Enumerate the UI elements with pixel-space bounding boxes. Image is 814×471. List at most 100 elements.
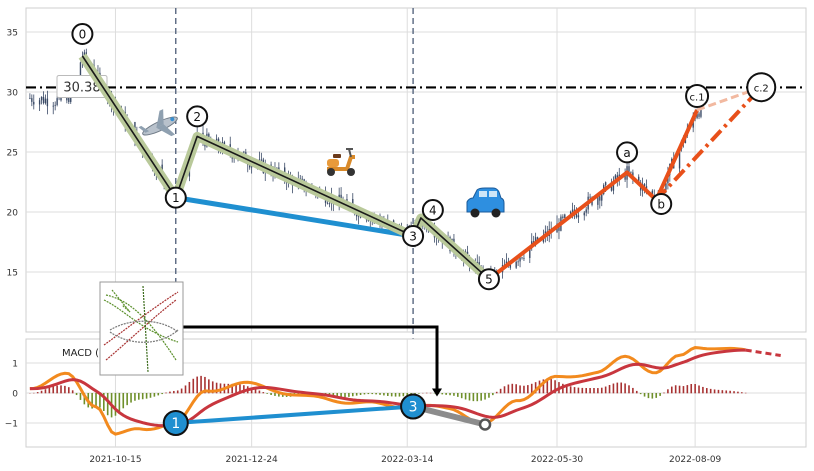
- macd-histogram-bar: [713, 389, 716, 394]
- macd-histogram-bar: [130, 393, 132, 403]
- macd-histogram-bar: [519, 385, 521, 394]
- macd-histogram-bar: [635, 390, 638, 394]
- candle-body: [509, 264, 512, 268]
- macd-histogram-bar: [674, 385, 677, 394]
- macd-histogram-bar: [702, 386, 704, 394]
- macd-histogram-bar: [480, 393, 482, 401]
- wave-point-marker: [685, 84, 710, 108]
- candle-body: [44, 98, 47, 104]
- macd-histogram-bar: [515, 384, 517, 394]
- wave-point-label: 2: [193, 110, 201, 124]
- macd-histogram-bar: [40, 390, 43, 394]
- macd-histogram-bar: [542, 379, 545, 394]
- thumbnail-chart-icon: [99, 281, 184, 376]
- macd-histogram-bar: [647, 393, 650, 399]
- macd-histogram-bar: [344, 393, 346, 398]
- candle-body: [529, 247, 531, 258]
- candle-body: [583, 212, 585, 216]
- macd-histogram-bar: [492, 393, 494, 396]
- candle-body: [630, 171, 632, 173]
- projection-line: [654, 85, 763, 202]
- macd-histogram-bar: [375, 393, 377, 395]
- candle-body: [352, 199, 354, 206]
- macd-histogram-bar: [523, 385, 525, 394]
- macd-histogram-bar: [573, 387, 576, 394]
- candle-body: [243, 151, 245, 153]
- macd-histogram-bar: [390, 393, 393, 397]
- macd-y-tick-label: −1: [5, 420, 18, 430]
- macd-histogram-bar: [83, 393, 86, 405]
- macd-histogram-bar: [383, 393, 385, 396]
- candle-body: [643, 184, 646, 187]
- macd-histogram-bar: [266, 393, 268, 394]
- x-tick-label: 2021-12-24: [225, 455, 278, 465]
- connector-arrowhead: [432, 388, 442, 397]
- macd-histogram-bar: [340, 393, 342, 398]
- macd-histogram-bar: [741, 392, 743, 394]
- macd-histogram-bar: [348, 393, 350, 397]
- wave-point-marker: [616, 141, 639, 164]
- candle-body: [577, 215, 580, 218]
- macd-overlays: 13: [162, 393, 492, 436]
- macd-histogram-bar: [562, 383, 564, 394]
- wave-point-label: 1: [172, 191, 180, 205]
- x-tick-label: 2022-03-14: [381, 455, 434, 465]
- macd-histogram-bar: [165, 392, 167, 394]
- macd-histogram-bar: [274, 393, 276, 396]
- macd-histogram-bar: [488, 393, 490, 398]
- macd-histogram-bar: [511, 383, 514, 394]
- macd-histogram-bar: [235, 384, 237, 394]
- macd-histogram-bar: [717, 389, 720, 394]
- macd-histogram-bar: [371, 393, 374, 395]
- macd-histogram-bar: [149, 393, 152, 398]
- macd-histogram-bar: [503, 386, 506, 394]
- wave-point-marker: [477, 268, 500, 291]
- macd-histogram-bar: [612, 383, 615, 394]
- macd-histogram-bar: [118, 393, 121, 412]
- macd-histogram: [29, 375, 747, 418]
- macd-histogram-bar: [75, 393, 78, 396]
- thumbnail-stroke: [103, 291, 179, 346]
- candle-body: [248, 165, 251, 168]
- macd-histogram-bar: [628, 385, 630, 394]
- macd-histogram-bar: [398, 393, 401, 397]
- macd-histogram-bar: [215, 382, 218, 394]
- macd-histogram-bar: [122, 393, 125, 409]
- macd-histogram-bar: [278, 393, 280, 397]
- macd-histogram-bar: [418, 393, 420, 394]
- macd-histogram-bar: [686, 385, 689, 394]
- macd-histogram-bar: [145, 393, 148, 399]
- macd-histogram-bar: [138, 393, 140, 400]
- macd-histogram-bar: [527, 385, 529, 394]
- candle-body: [521, 257, 523, 259]
- candle-body: [523, 257, 525, 259]
- macd-histogram-bar: [643, 393, 646, 397]
- connector-line: [183, 325, 442, 397]
- macd-histogram-bar: [188, 381, 191, 394]
- thumbnail-stroke: [105, 299, 177, 361]
- candle-body: [585, 209, 587, 213]
- price-y-tick-label: 30: [7, 89, 19, 99]
- candle-body: [46, 98, 49, 107]
- macd-histogram-bar: [36, 392, 39, 394]
- candle-body: [38, 100, 41, 105]
- macd-histogram-bar: [99, 393, 101, 408]
- signal-line: [29, 348, 746, 428]
- macd-histogram-bar: [336, 393, 339, 398]
- macd-histogram-bar: [141, 393, 144, 400]
- wave-point-label: 4: [429, 204, 437, 218]
- macd-histogram-bar: [243, 385, 245, 394]
- macd-histogram-bar: [721, 390, 724, 394]
- macd-histogram-bar: [705, 388, 708, 394]
- macd-histogram-bar: [709, 388, 712, 394]
- macd-histogram-bar: [589, 388, 591, 394]
- candle-body: [612, 181, 615, 191]
- wave-point-marker: [402, 225, 425, 247]
- candle-body: [575, 213, 578, 218]
- macd-histogram-bar: [114, 393, 117, 416]
- macd-divergence-line: [175, 404, 414, 425]
- macd-histogram-bar: [60, 385, 62, 394]
- candle-body: [571, 209, 574, 212]
- macd-divergence-marker: [400, 393, 427, 420]
- candle-body: [651, 190, 654, 196]
